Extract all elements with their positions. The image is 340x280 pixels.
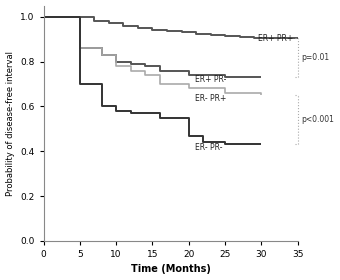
- Text: ER+ PR+: ER+ PR+: [258, 34, 293, 43]
- Text: p<0.001: p<0.001: [302, 115, 334, 124]
- Text: ER- PR-: ER- PR-: [194, 143, 222, 152]
- Y-axis label: Probability of disease-free interval: Probability of disease-free interval: [5, 51, 15, 196]
- Text: ER- PR+: ER- PR+: [194, 94, 226, 103]
- Text: p=0.01: p=0.01: [302, 53, 329, 62]
- Text: ER+ PR-: ER+ PR-: [194, 75, 226, 84]
- X-axis label: Time (Months): Time (Months): [131, 264, 210, 274]
